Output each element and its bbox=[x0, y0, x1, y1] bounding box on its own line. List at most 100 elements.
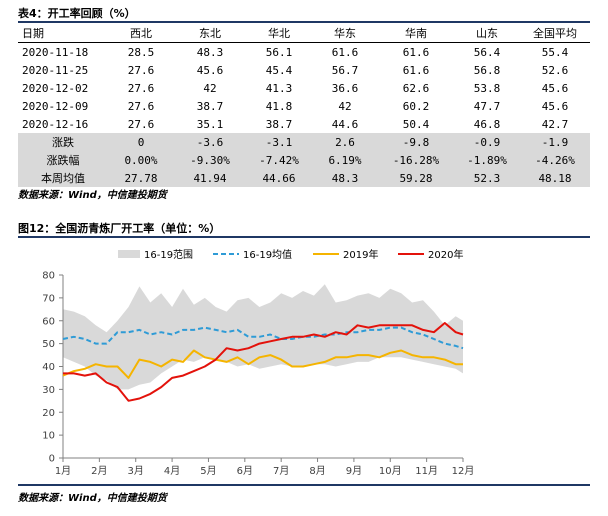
header-cell: 华北 bbox=[246, 24, 312, 43]
table-cell: -1.89% bbox=[454, 151, 520, 169]
figure12-bottom-rule bbox=[18, 484, 590, 486]
table-cell: 42 bbox=[338, 99, 352, 113]
table-row: 2020-12-02 27.6 42 41.3 36.6 62.6 53.8 4… bbox=[18, 79, 590, 97]
table-cell: -7.42% bbox=[246, 151, 312, 169]
table-cell: -16.28% bbox=[378, 151, 454, 169]
figure12-title: 图12：全国沥青炼厂开工率（单位：%） bbox=[18, 222, 221, 235]
x-tick-label: 4月 bbox=[164, 465, 180, 477]
summary-row-change-pct: 涨跌幅 0.00% -9.30% -7.42% 6.19% -16.28% -1… bbox=[18, 151, 590, 169]
x-tick-label: 6月 bbox=[237, 465, 253, 477]
table4-top-rule bbox=[18, 21, 590, 23]
header-cell: 西北 bbox=[108, 24, 174, 43]
table-cell: -0.9 bbox=[454, 133, 520, 151]
table-cell: 0.00% bbox=[108, 151, 174, 169]
table-row: 2020-12-16 27.6 35.1 38.7 44.6 50.4 46.8… bbox=[18, 115, 590, 133]
table-cell: 59.28 bbox=[378, 169, 454, 187]
table-cell: 27.6 bbox=[127, 117, 155, 131]
legend-swatch-band bbox=[118, 250, 140, 258]
table-cell: 45.6 bbox=[196, 63, 224, 77]
table-cell: 53.8 bbox=[473, 81, 501, 95]
y-tick-label: 70 bbox=[42, 293, 55, 304]
table-cell: 38.7 bbox=[265, 117, 293, 131]
figure12-top-rule bbox=[18, 236, 590, 238]
table-cell: 42 bbox=[203, 81, 217, 95]
x-tick-label: 8月 bbox=[309, 465, 325, 477]
table-row: 2020-11-25 27.6 45.6 45.4 56.7 61.6 56.8… bbox=[18, 61, 590, 79]
table-cell: 27.6 bbox=[127, 63, 155, 77]
summary-row-change: 涨跌 0 -3.6 -3.1 2.6 -9.8 -0.9 -1.9 bbox=[18, 133, 590, 151]
table-cell: 27.6 bbox=[127, 81, 155, 95]
table-cell: 35.1 bbox=[196, 117, 224, 131]
table-cell: 45.6 bbox=[541, 99, 569, 113]
x-tick-label: 1月 bbox=[55, 465, 71, 477]
y-tick-label: 40 bbox=[42, 362, 55, 373]
header-cell: 华东 bbox=[312, 24, 378, 43]
summary-label: 涨跌幅 bbox=[18, 151, 108, 169]
operating-rate-chart: 16-19范围 16-19均值 2019年 2020年 0 10 20 30 40 50 6… bbox=[42, 248, 474, 477]
legend-label-band: 16-19范围 bbox=[144, 248, 193, 261]
table-cell: 27.6 bbox=[127, 99, 155, 113]
date-cell: 2020-12-02 bbox=[22, 81, 89, 95]
table-cell: 2.6 bbox=[312, 133, 378, 151]
table-cell: 45.4 bbox=[265, 63, 293, 77]
y-tick-label: 50 bbox=[42, 339, 55, 350]
table-cell: 41.8 bbox=[265, 99, 293, 113]
table-cell: 55.4 bbox=[541, 45, 569, 59]
header-cell: 华南 bbox=[378, 24, 454, 43]
y-tick-label: 80 bbox=[42, 271, 55, 282]
header-cell: 日期 bbox=[18, 24, 108, 43]
y-tick-label: 60 bbox=[42, 316, 55, 327]
table-cell: 56.4 bbox=[473, 45, 501, 59]
table-cell: 48.3 bbox=[312, 169, 378, 187]
table-cell: 47.7 bbox=[473, 99, 501, 113]
table4-title: 表4：开工率回顾（%） bbox=[18, 7, 136, 20]
legend-label-avg: 16-19均值 bbox=[243, 248, 292, 261]
table-row: 2020-12-09 27.6 38.7 41.8 42 60.2 47.7 4… bbox=[18, 97, 590, 115]
table-header-row: 日期 西北 东北 华北 华东 华南 山东 全国平均 bbox=[18, 24, 590, 43]
y-tick-label: 30 bbox=[42, 385, 55, 396]
summary-row-weekly-mean: 本周均值 27.78 41.94 44.66 48.3 59.28 52.3 4… bbox=[18, 169, 590, 187]
table-cell: -3.6 bbox=[174, 133, 246, 151]
table-cell: 52.3 bbox=[454, 169, 520, 187]
table-cell: 36.6 bbox=[331, 81, 359, 95]
series-2019-line bbox=[62, 349, 463, 379]
table-cell: 45.6 bbox=[541, 81, 569, 95]
table4: 日期 西北 东北 华北 华东 华南 山东 全国平均 2020-11-18 28.… bbox=[18, 24, 590, 187]
table-cell: -9.30% bbox=[174, 151, 246, 169]
table-cell: 56.1 bbox=[265, 45, 293, 59]
table-cell: 6.19% bbox=[312, 151, 378, 169]
x-tick-label: 10月 bbox=[379, 465, 402, 477]
table-cell: 56.8 bbox=[473, 63, 501, 77]
y-tick-label: 0 bbox=[49, 454, 55, 465]
table-cell: 38.7 bbox=[196, 99, 224, 113]
table-cell: 48.18 bbox=[520, 169, 590, 187]
x-tick-label: 5月 bbox=[200, 465, 216, 477]
header-cell: 山东 bbox=[454, 24, 520, 43]
series-16-19-mean-line bbox=[62, 326, 464, 350]
table-row: 2020-11-18 28.5 48.3 56.1 61.6 61.6 56.4… bbox=[18, 43, 590, 62]
table-cell: 42.7 bbox=[541, 117, 569, 131]
legend: 16-19范围 16-19均值 2019年 2020年 bbox=[118, 248, 463, 261]
table-cell: 50.4 bbox=[402, 117, 430, 131]
date-cell: 2020-11-18 bbox=[22, 45, 89, 59]
table-cell: -9.8 bbox=[378, 133, 454, 151]
table-cell: 46.8 bbox=[473, 117, 501, 131]
table-cell: 61.6 bbox=[331, 45, 359, 59]
table-cell: 61.6 bbox=[402, 63, 430, 77]
date-cell: 2020-11-25 bbox=[22, 63, 89, 77]
date-cell: 2020-12-09 bbox=[22, 99, 89, 113]
table-cell: 0 bbox=[108, 133, 174, 151]
x-tick-label: 11月 bbox=[415, 465, 438, 477]
table-cell: 62.6 bbox=[402, 81, 430, 95]
table-cell: 41.94 bbox=[174, 169, 246, 187]
table-cell: 48.3 bbox=[196, 45, 224, 59]
y-tick-label: 10 bbox=[42, 431, 55, 442]
x-tick-label: 2月 bbox=[91, 465, 107, 477]
table-cell: 27.78 bbox=[108, 169, 174, 187]
table-cell: 41.3 bbox=[265, 81, 293, 95]
table4-source: 数据来源：Wind，中信建投期货 bbox=[18, 190, 167, 201]
legend-label-2019: 2019年 bbox=[343, 248, 378, 261]
date-cell: 2020-12-16 bbox=[22, 117, 89, 131]
summary-label: 涨跌 bbox=[18, 133, 108, 151]
table-cell: 52.6 bbox=[541, 63, 569, 77]
